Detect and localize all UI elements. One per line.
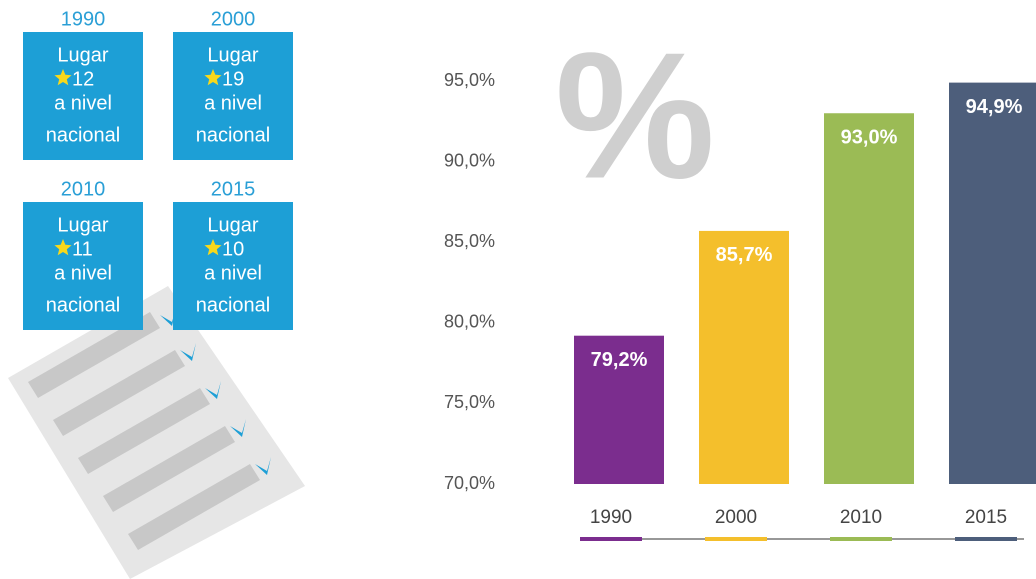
category-underline xyxy=(830,537,892,541)
value-label: 85,7% xyxy=(716,244,773,266)
y-tick-label: 90,0% xyxy=(444,150,495,170)
card xyxy=(23,202,143,330)
value-label: 79,2% xyxy=(591,349,648,371)
card-label: Lugar xyxy=(207,214,258,236)
card-year: 1990 xyxy=(61,8,106,30)
x-tick-label: 2010 xyxy=(840,507,882,528)
check-marks xyxy=(160,308,271,475)
star-icon xyxy=(204,69,222,86)
bar xyxy=(824,113,914,485)
category-underline xyxy=(580,537,642,541)
card xyxy=(173,202,293,330)
y-tick-label: 70,0% xyxy=(444,473,495,493)
card-label: Lugar xyxy=(57,214,108,236)
card-line: a nivel xyxy=(54,92,112,114)
card-label: Lugar xyxy=(207,44,258,66)
star-icon xyxy=(54,239,72,256)
bar xyxy=(574,335,664,484)
card-rank: 12 xyxy=(72,68,94,90)
x-tick-label: 2000 xyxy=(715,507,757,528)
y-tick-label: 85,0% xyxy=(444,231,495,251)
watermark: % xyxy=(555,16,715,217)
card-rank: 10 xyxy=(222,238,244,260)
bar xyxy=(949,82,1036,484)
y-tick-label: 95,0% xyxy=(444,70,495,90)
star-icon xyxy=(54,69,72,86)
document-illustration xyxy=(8,286,305,579)
paper-lines xyxy=(28,312,260,550)
card-year: 2000 xyxy=(211,8,256,30)
bar xyxy=(699,230,789,484)
value-label: 93,0% xyxy=(841,127,898,149)
card-line: a nivel xyxy=(204,262,262,284)
card-line: nacional xyxy=(196,124,271,146)
chart: % 70,0% 75,0% 80,0% 85,0% 90,0% 95,0% 79,2% 1990… xyxy=(444,16,1036,541)
category-underline xyxy=(705,537,767,541)
card xyxy=(23,32,143,160)
card-line: a nivel xyxy=(54,262,112,284)
y-tick-label: 75,0% xyxy=(444,392,495,412)
y-tick-label: 80,0% xyxy=(444,312,495,332)
card-line: nacional xyxy=(196,294,271,316)
card xyxy=(173,32,293,160)
category-underline xyxy=(955,537,1017,541)
value-label: 94,9% xyxy=(966,96,1023,118)
x-tick-label: 1990 xyxy=(590,507,632,528)
card-rank: 11 xyxy=(72,238,93,260)
card-line: nacional xyxy=(46,124,121,146)
x-tick-label: 2015 xyxy=(965,507,1007,528)
card-rank: 19 xyxy=(222,68,244,90)
card-line: nacional xyxy=(46,294,121,316)
star-icon xyxy=(204,239,222,256)
card-label: Lugar xyxy=(57,44,108,66)
card-year: 2010 xyxy=(61,178,106,200)
card-line: a nivel xyxy=(204,92,262,114)
card-year: 2015 xyxy=(211,178,256,200)
